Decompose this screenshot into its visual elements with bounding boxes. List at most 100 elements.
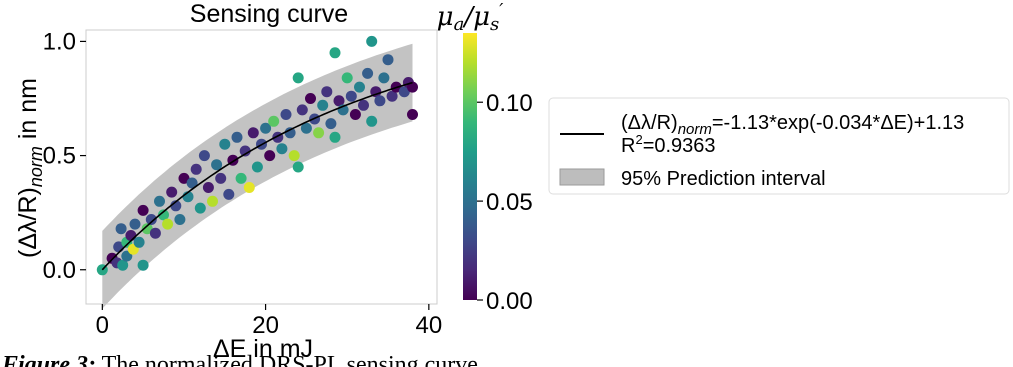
fit-curve: [101, 81, 413, 271]
data-point: [115, 223, 127, 235]
legend-box: [548, 97, 1010, 195]
data-point: [235, 172, 247, 184]
data-point: [366, 35, 378, 47]
data-point: [264, 150, 276, 162]
data-point: [117, 259, 129, 271]
data-point: [166, 186, 178, 198]
data-point: [378, 72, 390, 84]
data-point: [154, 195, 165, 207]
data-point: [292, 72, 304, 84]
data-point: [325, 118, 337, 130]
data-point: [382, 54, 394, 66]
fit-line: [101, 81, 413, 271]
data-point: [354, 81, 365, 93]
data-point: [398, 86, 410, 98]
chart-title: Sensing curve: [190, 0, 348, 28]
legend: (Δλ/R)norm=-1.13*exp(-0.034*ΔE)+1.13 R2=…: [548, 97, 1010, 195]
data-point: [366, 115, 378, 127]
colorbar-tick-label: 0.10: [486, 90, 533, 117]
x-axis-ticks: 0 20 40: [96, 304, 442, 339]
y-tick-label: 0.0: [43, 257, 76, 284]
colorbar-tick-label: 0.00: [486, 288, 533, 315]
data-point: [305, 93, 316, 104]
legend-r2-tail: =0.9363: [643, 135, 716, 157]
data-point: [300, 122, 312, 134]
y-axis-label-tail: in nm: [14, 78, 42, 146]
data-point: [292, 161, 304, 173]
scatter-points: [96, 35, 418, 276]
data-point: [329, 47, 341, 59]
legend-r2-sup: 2: [635, 132, 642, 147]
data-point: [407, 81, 418, 93]
colorbar-label-sub-a: a: [454, 14, 465, 35]
colorbar-label-prime: ′: [499, 0, 503, 21]
colorbar-label-sub-s: s: [490, 14, 499, 35]
colorbar: [463, 33, 477, 300]
data-point: [260, 122, 272, 134]
figure-caption: Figure 3: The normalized DRS-PL sensing …: [2, 351, 702, 367]
data-point: [280, 109, 292, 120]
data-point: [207, 195, 218, 207]
data-point: [284, 127, 296, 139]
data-point: [158, 209, 169, 221]
data-point: [137, 204, 149, 216]
x-tick-label: 20: [252, 312, 279, 339]
data-point: [178, 172, 190, 184]
data-point: [174, 214, 186, 225]
data-point: [149, 227, 161, 239]
data-point: [190, 163, 202, 175]
data-point: [362, 67, 374, 79]
data-point: [215, 172, 227, 184]
data-point: [145, 214, 157, 225]
data-point: [211, 159, 223, 171]
data-point: [313, 127, 325, 139]
data-point: [141, 223, 153, 235]
prediction-interval-area: [102, 43, 413, 309]
colorbar-tick-label: 0.05: [486, 189, 533, 216]
data-point: [239, 145, 251, 157]
data-point: [186, 177, 198, 189]
data-point: [202, 182, 214, 193]
data-point: [129, 218, 141, 230]
data-point: [288, 150, 300, 162]
colorbar-label-slash: /μ: [461, 2, 490, 32]
legend-interval-swatch: [559, 168, 605, 186]
data-point: [374, 95, 386, 107]
legend-r2-main: R: [621, 135, 635, 157]
y-tick-label: 1.0: [43, 28, 76, 55]
plot-frame: [85, 29, 438, 305]
data-point: [231, 131, 243, 143]
data-point: [133, 236, 145, 248]
prediction-interval-band: [102, 43, 413, 309]
caption-text: The normalized DRS-PL sensing curve: [96, 352, 478, 367]
colorbar-ticks: 0.00 0.05 0.10: [477, 90, 533, 315]
data-point: [349, 109, 361, 120]
data-point: [162, 218, 174, 230]
caption-lead: Figure 3:: [2, 352, 97, 367]
data-point: [276, 143, 288, 155]
y-axis-ticks: 0.0 0.5 1.0: [43, 28, 86, 284]
data-point: [358, 99, 369, 111]
y-tick-label: 0.5: [43, 143, 76, 170]
y-axis-label: (Δλ/R)norm in nm: [14, 78, 46, 258]
data-point: [137, 259, 149, 271]
data-point: [345, 90, 357, 102]
data-point: [198, 150, 210, 162]
data-point: [223, 188, 235, 200]
y-axis-label-main: (Δλ/R): [14, 187, 42, 258]
legend-r2-label: R2=0.9363: [621, 132, 716, 157]
data-point: [243, 182, 255, 193]
x-axis-label: ΔE in mJ: [213, 335, 313, 363]
legend-fit-label-main: (Δλ/R): [621, 112, 678, 134]
data-point: [321, 86, 333, 98]
colorbar-label: μa/μs′: [437, 0, 504, 35]
legend-fit-label: (Δλ/R)norm=-1.13*exp(-0.034*ΔE)+1.13: [621, 112, 964, 138]
y-axis-label-sub: norm: [26, 146, 46, 187]
data-point: [247, 127, 259, 139]
data-point: [219, 138, 231, 150]
legend-fit-label-tail: =-1.13*exp(-0.034*ΔE)+1.13: [712, 112, 964, 134]
data-point: [194, 202, 206, 214]
data-point: [407, 109, 418, 120]
colorbar-label-mu: μ: [437, 2, 454, 32]
